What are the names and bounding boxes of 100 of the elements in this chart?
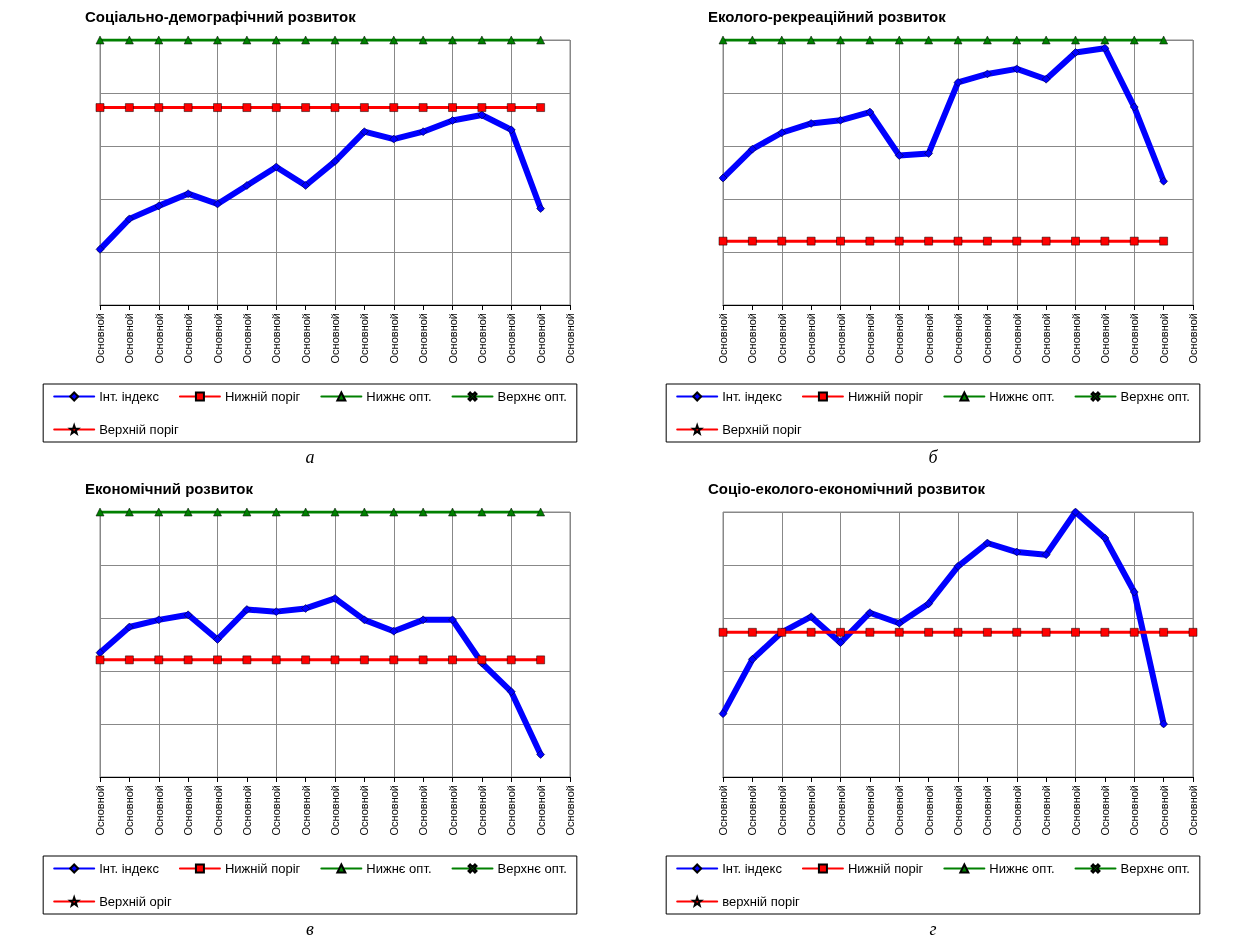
point [1041,628,1051,637]
legend-label: Верхнє опт. [1120,861,1190,876]
point [1041,35,1051,45]
point [154,507,163,517]
point [865,628,875,637]
chart-title: Економічний розвиток [85,480,254,497]
x-tick-label: Основной [775,785,788,836]
legend-label: Нижнє опт. [989,861,1055,876]
point [418,655,428,665]
point [1012,236,1021,246]
point [1130,35,1139,45]
x-tick-label: Основной [1010,313,1023,364]
x-tick-label: Основной [182,313,195,364]
point [1130,628,1139,637]
x-tick-label: Основной [1157,785,1170,836]
point [953,78,963,87]
point [389,134,398,144]
point [125,622,134,632]
x-tick-label: Основной [182,785,195,836]
text: г [929,919,937,939]
point [213,507,222,517]
point [360,103,369,112]
x-tick-label: Основной [1010,785,1023,836]
point [983,35,992,45]
x-tick-label: Основной [534,313,547,364]
point [806,35,816,45]
x-tick-label: Основной [358,313,371,364]
point [507,125,516,135]
point [154,201,163,211]
x-tick-label: Основной [863,313,876,364]
point [477,103,487,112]
point [125,507,134,517]
x-tick-label: Основной [211,313,224,364]
point [1159,176,1168,186]
point [1041,550,1051,559]
point [924,35,933,45]
point [1071,628,1080,637]
point [924,628,933,637]
point [865,107,875,117]
x-tick-label: Основной [475,313,488,364]
point [330,35,340,45]
x-tick-label: Основной [922,313,935,364]
x-tick-label: Основной [805,313,818,364]
point [389,35,398,45]
point [1012,64,1021,74]
point [507,35,516,45]
point [836,236,845,246]
point [1159,719,1168,729]
point [806,236,816,246]
x-tick-label: Основной [834,313,847,364]
point [836,116,845,125]
legend-label: Верхнє опт. [1120,389,1190,404]
point [360,507,369,517]
point [242,103,252,112]
point [983,628,992,637]
point [748,236,757,246]
x-tick-label: Основной [981,785,994,836]
point [95,507,105,517]
point [748,628,757,637]
point [924,236,933,246]
point [213,35,222,45]
point [777,35,786,45]
point [536,655,545,665]
point [895,619,904,628]
point [1100,533,1110,543]
point [418,35,428,45]
point [865,35,875,45]
point [1012,547,1021,557]
point [1012,35,1021,45]
x-tick-label: Основной [446,785,459,836]
point [953,628,963,637]
point [360,655,369,665]
point [836,628,845,637]
x-tick-label: Основной [387,313,400,364]
point [895,151,904,160]
point [448,35,457,45]
x-tick-label: Основной [1098,785,1111,836]
point [1071,35,1080,45]
legend-label: Нижній поріг [847,389,924,404]
point [301,103,310,112]
point [301,507,310,517]
x-tick-label: Основной [417,785,430,836]
x-tick-label: Основной [152,785,165,836]
point [1159,236,1168,246]
point [718,628,728,637]
legend-label: Нижній поріг [224,389,301,404]
point [183,610,193,620]
point [242,35,252,45]
point [183,103,193,112]
x-tick-label: Основной [863,785,876,836]
point [389,655,398,665]
x-tick-label: Основной [299,785,312,836]
x-tick-label: Основной [358,785,371,836]
x-tick-label: Основной [952,785,964,836]
point [507,103,516,112]
x-tick-label: Основной [446,313,459,364]
point [125,214,134,224]
x-tick-label: Основной [1128,785,1141,836]
x-tick-label: Основной [1157,313,1170,364]
point [125,103,134,112]
